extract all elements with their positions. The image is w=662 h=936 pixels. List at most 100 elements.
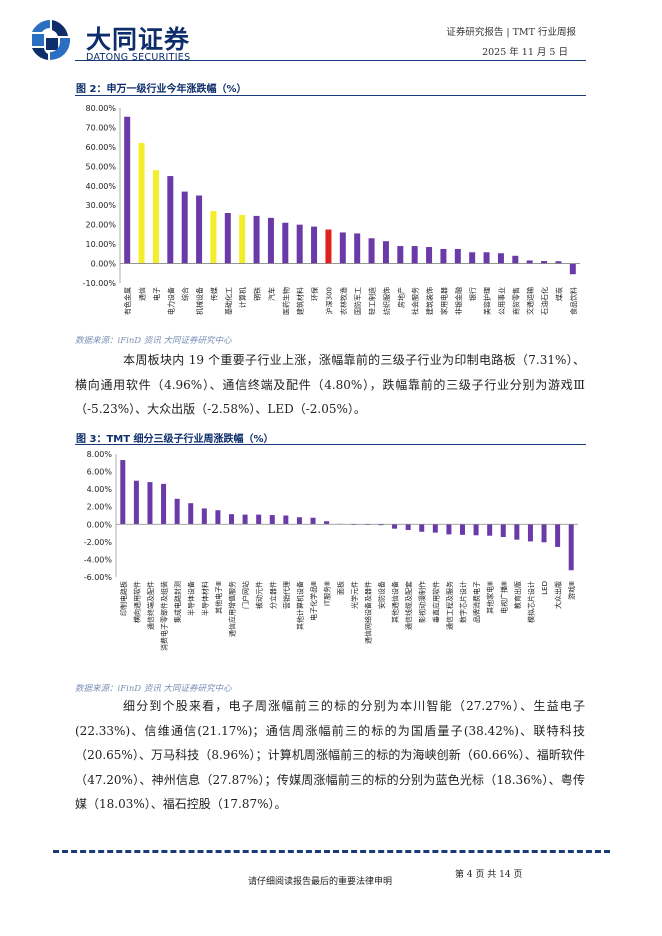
chart2-category-label: 通信终端及配件 xyxy=(146,581,155,630)
chart2-category-label: 其他计算机设备 xyxy=(295,581,304,630)
chart1-bar xyxy=(569,263,576,275)
chart1-category-label: 综合 xyxy=(181,287,190,301)
chart2-category-label: 安防设备 xyxy=(377,581,386,609)
chart1-category-label: 电子 xyxy=(152,287,161,301)
chart2-category-label: 被动元件 xyxy=(255,581,264,609)
chart2-bar xyxy=(555,524,561,547)
report-type: 证券研究报告 | TMT 行业周报 xyxy=(446,27,576,38)
chart2-bar xyxy=(215,510,221,525)
chart2-category-label: 垂直应用软件 xyxy=(431,581,440,623)
chart2-category-label: 光学元件 xyxy=(350,581,359,609)
chart2-bar xyxy=(419,524,425,532)
chart2-ytick-label: -4.00% xyxy=(84,555,113,564)
chart2-category-label: 游戏Ⅲ xyxy=(567,581,576,600)
chart-tmt-weekly: -6.00% -4.00% -2.00% 0.00% 2.00% 4.00% 6.00% 8.… xyxy=(84,450,578,651)
chart2-bar xyxy=(256,514,262,525)
chart2-category-label: 其他通信设备 xyxy=(391,581,400,623)
chart1-category-label: 家用电器 xyxy=(439,287,448,315)
chart2-ytick-label: 0.00% xyxy=(87,520,113,529)
chart2-bar xyxy=(188,503,194,525)
chart1-ytick-label: 70.00% xyxy=(85,123,116,132)
chart1-bar xyxy=(152,170,159,264)
chart1-category-label: 房地产 xyxy=(396,287,405,308)
chart1-category-label: 基础化工 xyxy=(224,287,233,315)
chart1-bar xyxy=(497,253,504,264)
chart1-category-label: 机械设备 xyxy=(195,287,204,315)
chart1-bar xyxy=(382,241,389,264)
paragraph-stock-summary: 细分到个股来看，电子周涨幅前三的标的分别为本川智能（27.27%）、生益电子(2… xyxy=(75,699,585,811)
chart1-category-label: 食品饮料 xyxy=(569,287,578,315)
chart1-bar xyxy=(526,260,533,264)
chart2-category-label: 营销代理 xyxy=(282,581,291,609)
chart1-bar xyxy=(454,248,461,264)
chart1-bar xyxy=(181,191,188,264)
chart2-bar xyxy=(487,524,493,536)
figure3-title: 图 3：TMT 细分三级子行业周涨跌幅（%） xyxy=(76,434,274,445)
chart1-category-label: 建筑材料 xyxy=(296,287,305,315)
chart2-category-label: 横向通用软件 xyxy=(132,581,141,623)
chart1-category-label: 国防军工 xyxy=(353,287,362,315)
chart2-ytick-label: 8.00% xyxy=(87,450,113,459)
chart2-ytick-label: 6.00% xyxy=(87,468,113,477)
chart2-bar xyxy=(392,524,398,529)
chart1-category-label: 环保 xyxy=(310,287,319,301)
chart1-bar xyxy=(555,261,562,264)
chart1-bar xyxy=(196,195,203,264)
chart2-bar xyxy=(133,480,139,525)
chart1-bar xyxy=(541,261,548,264)
chart2-ytick-label: -6.00% xyxy=(84,573,113,582)
figure2-source: 数据来源：iFinD 资讯 大同证券研究中心 xyxy=(75,336,232,346)
chart2-bar xyxy=(500,524,506,538)
chart1-category-label: 钢铁 xyxy=(253,287,262,301)
datong-logo-icon xyxy=(32,20,71,61)
chart1-ytick-label: 20.00% xyxy=(85,221,116,230)
chart1-category-label: 计算机 xyxy=(238,287,247,308)
chart1-bar xyxy=(512,255,519,264)
chart2-category-label: 印制电路板 xyxy=(119,581,128,616)
chart1-ytick-label: 50.00% xyxy=(85,162,116,171)
chart2-category-label: 通信线缆及配套 xyxy=(404,581,413,630)
chart2-bar xyxy=(568,524,574,571)
chart2-bar xyxy=(446,524,452,535)
chart2-bar xyxy=(324,521,330,525)
chart1-bar xyxy=(411,246,418,264)
chart-industry-ytd: -10.00% 0.00% 10.00% 20.00% 30.00% 40.00% 50.0… xyxy=(83,104,580,315)
chart2-category-label: LED xyxy=(541,581,549,595)
chart1-bar xyxy=(267,217,274,264)
chart2-category-label: 通信工程及服务 xyxy=(445,581,454,630)
chart2-bar xyxy=(514,524,520,540)
chart2-category-label: 其他家电Ⅲ xyxy=(486,581,495,614)
chart2-bar xyxy=(405,524,411,530)
chart1-bar xyxy=(224,213,231,264)
chart1-bar xyxy=(239,214,246,264)
header-divider xyxy=(75,60,586,61)
chart1-category-label: 电力设备 xyxy=(166,287,175,315)
chart2-category-label: 通信应用增值服务 xyxy=(228,581,237,637)
chart1-bar xyxy=(483,252,490,264)
logo-subtitle: DATONG SECURITIES xyxy=(86,52,191,63)
chart2-bar xyxy=(201,508,207,525)
figure3-rule xyxy=(75,444,586,445)
footer-divider xyxy=(53,850,610,853)
chart2-bar xyxy=(378,524,384,526)
chart2-bar xyxy=(473,524,479,536)
chart2-bar xyxy=(269,515,275,525)
chart2-category-label: 电子化学品Ⅲ xyxy=(309,581,318,621)
chart2-category-label: 影视动漫制作 xyxy=(418,581,427,623)
chart2-ytick-label: 4.00% xyxy=(87,485,113,494)
chart1-ytick-label: 40.00% xyxy=(85,182,116,191)
chart1-bar xyxy=(339,232,346,264)
chart1-category-label: 有色金属 xyxy=(123,287,132,315)
chart1-category-label: 公用事业 xyxy=(497,287,506,315)
chart2-category-label: 消费电子零部件及组装 xyxy=(160,581,169,651)
footer-page-number: 第 4 页 共 14 页 xyxy=(455,870,523,880)
chart1-ytick-label: 30.00% xyxy=(85,201,116,210)
chart2-category-label: 分立器件 xyxy=(268,581,277,609)
chart2-bar xyxy=(541,524,547,543)
chart1-bar xyxy=(124,116,131,264)
chart1-ytick-label: 0.00% xyxy=(91,260,117,269)
chart2-ytick-label: 2.00% xyxy=(87,503,113,512)
paragraph-subindustry-summary: 本周板块内 19 个重要子行业上涨，涨幅靠前的三级子行业为印制电路板（7.31%… xyxy=(75,353,585,416)
chart2-bar xyxy=(242,514,248,525)
chart1-category-label: 银行 xyxy=(468,287,477,301)
